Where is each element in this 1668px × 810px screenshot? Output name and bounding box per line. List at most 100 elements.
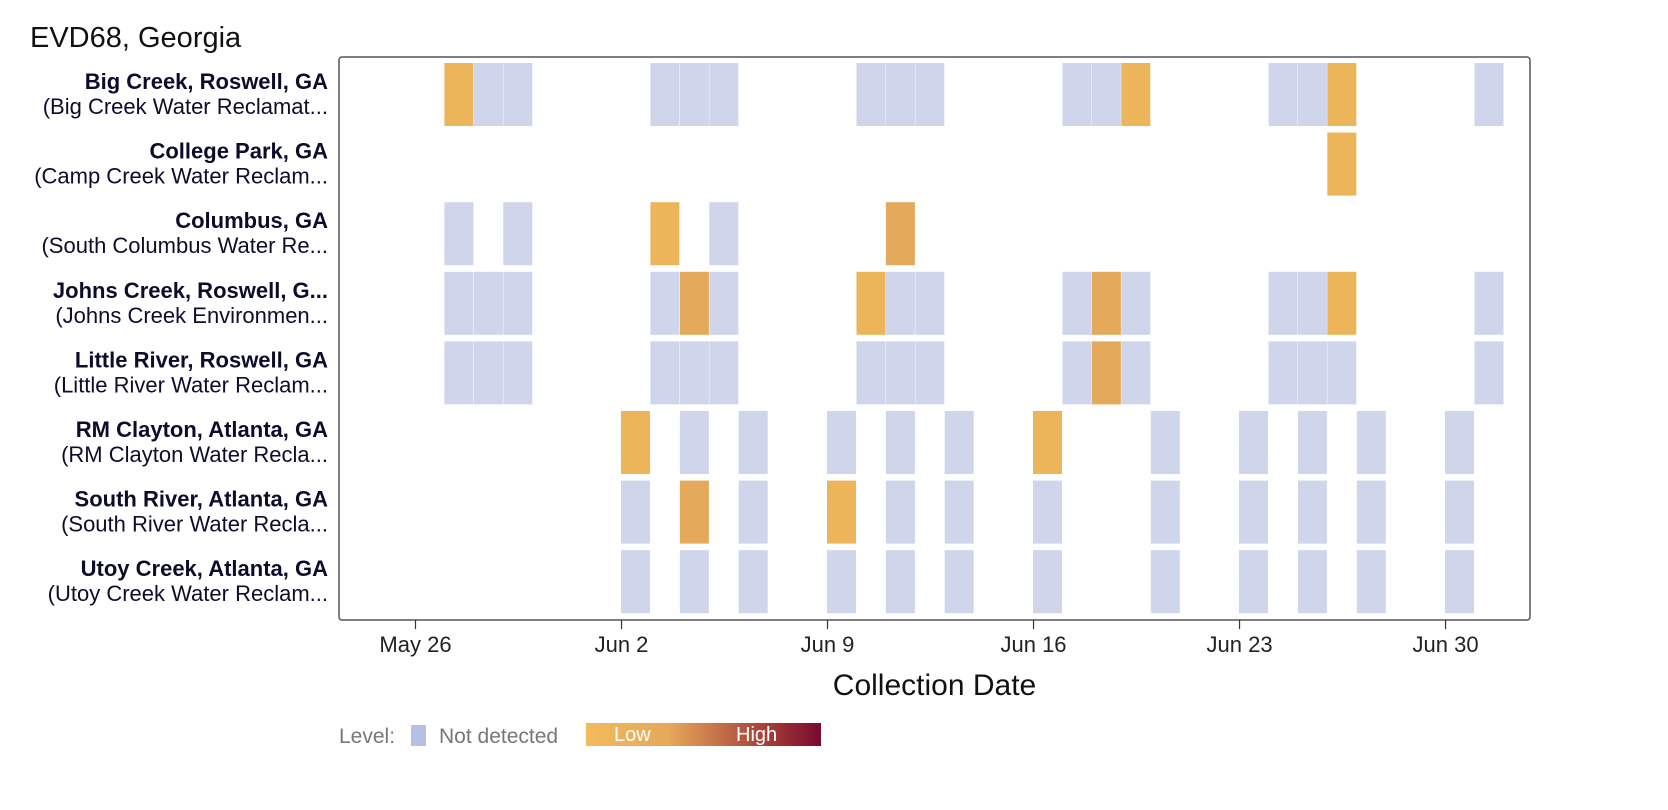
- cell-not-detected[interactable]: [1474, 341, 1504, 405]
- cell-not-detected[interactable]: [1121, 341, 1151, 405]
- legend-not-detected-swatch: [411, 725, 426, 746]
- cell-not-detected[interactable]: [1033, 550, 1062, 614]
- row-label-site: College Park, GA: [149, 139, 328, 164]
- cell-detected[interactable]: [1033, 411, 1062, 474]
- cell-not-detected[interactable]: [709, 63, 739, 126]
- cell-detected[interactable]: [679, 480, 709, 544]
- cell-not-detected[interactable]: [738, 411, 768, 474]
- cell-not-detected[interactable]: [621, 480, 650, 544]
- cell-not-detected[interactable]: [885, 550, 915, 614]
- cell-not-detected[interactable]: [503, 271, 533, 335]
- cell-not-detected[interactable]: [621, 550, 650, 614]
- cell-detected[interactable]: [1327, 271, 1357, 335]
- cell-not-detected[interactable]: [1239, 480, 1268, 544]
- cell-not-detected[interactable]: [1445, 480, 1474, 544]
- cell-detected[interactable]: [885, 202, 915, 266]
- cell-not-detected[interactable]: [944, 480, 974, 544]
- cell-detected[interactable]: [1327, 132, 1357, 196]
- cell-not-detected[interactable]: [1150, 480, 1180, 544]
- cell-not-detected[interactable]: [915, 63, 945, 126]
- cell-detected[interactable]: [444, 63, 474, 126]
- cell-not-detected[interactable]: [1297, 271, 1327, 335]
- cell-not-detected[interactable]: [679, 341, 709, 405]
- cell-not-detected[interactable]: [1356, 550, 1386, 614]
- cell-not-detected[interactable]: [503, 341, 533, 405]
- cell-not-detected[interactable]: [915, 341, 945, 405]
- cell-detected[interactable]: [856, 271, 886, 335]
- cell-not-detected[interactable]: [827, 550, 856, 614]
- cell-not-detected[interactable]: [1150, 411, 1180, 474]
- cell-not-detected[interactable]: [709, 202, 739, 266]
- cell-not-detected[interactable]: [1062, 271, 1092, 335]
- cell-not-detected[interactable]: [856, 341, 886, 405]
- cell-not-detected[interactable]: [1239, 411, 1268, 474]
- cell-not-detected[interactable]: [944, 411, 974, 474]
- cell-detected[interactable]: [827, 480, 856, 544]
- cell-detected[interactable]: [679, 271, 709, 335]
- row-label-site: South River, Atlanta, GA: [75, 487, 329, 512]
- cell-not-detected[interactable]: [1474, 271, 1504, 335]
- cell-not-detected[interactable]: [473, 63, 503, 126]
- cell-not-detected[interactable]: [473, 341, 503, 405]
- cell-not-detected[interactable]: [1356, 411, 1386, 474]
- cell-not-detected[interactable]: [1121, 271, 1151, 335]
- row-label-site: Big Creek, Roswell, GA: [85, 69, 328, 94]
- cell-not-detected[interactable]: [738, 550, 768, 614]
- cell-not-detected[interactable]: [679, 63, 709, 126]
- cell-not-detected[interactable]: [885, 480, 915, 544]
- cell-not-detected[interactable]: [1356, 480, 1386, 544]
- row-label-plant: (South River Water Recla...: [61, 512, 328, 537]
- cell-detected[interactable]: [621, 411, 650, 474]
- cell-not-detected[interactable]: [1268, 341, 1298, 405]
- row-label-plant: (Little River Water Reclam...: [54, 372, 328, 397]
- cell-not-detected[interactable]: [473, 271, 503, 335]
- cell-not-detected[interactable]: [709, 271, 739, 335]
- cell-not-detected[interactable]: [1297, 63, 1327, 126]
- cell-not-detected[interactable]: [650, 341, 680, 405]
- cell-not-detected[interactable]: [444, 202, 474, 266]
- cell-not-detected[interactable]: [915, 271, 945, 335]
- cell-not-detected[interactable]: [650, 63, 680, 126]
- cell-not-detected[interactable]: [1297, 550, 1327, 614]
- cell-detected[interactable]: [650, 202, 680, 266]
- legend-low-label: Low: [614, 724, 651, 746]
- cell-detected[interactable]: [1121, 63, 1151, 126]
- cell-detected[interactable]: [1091, 341, 1121, 405]
- cell-not-detected[interactable]: [1150, 550, 1180, 614]
- cell-not-detected[interactable]: [1239, 550, 1268, 614]
- cell-not-detected[interactable]: [1474, 63, 1504, 126]
- cell-not-detected[interactable]: [444, 271, 474, 335]
- cell-not-detected[interactable]: [1091, 63, 1121, 126]
- cell-not-detected[interactable]: [503, 202, 533, 266]
- cell-not-detected[interactable]: [1033, 480, 1062, 544]
- cell-not-detected[interactable]: [885, 271, 915, 335]
- cell-not-detected[interactable]: [885, 341, 915, 405]
- cell-not-detected[interactable]: [1062, 341, 1092, 405]
- cell-not-detected[interactable]: [1062, 63, 1092, 126]
- cell-not-detected[interactable]: [885, 411, 915, 474]
- cell-not-detected[interactable]: [944, 550, 974, 614]
- cell-not-detected[interactable]: [1445, 411, 1474, 474]
- cell-not-detected[interactable]: [1297, 411, 1327, 474]
- cell-not-detected[interactable]: [827, 411, 856, 474]
- cell-not-detected[interactable]: [738, 480, 768, 544]
- cell-not-detected[interactable]: [503, 63, 533, 126]
- cell-not-detected[interactable]: [1268, 271, 1298, 335]
- cell-not-detected[interactable]: [650, 271, 680, 335]
- cell-not-detected[interactable]: [679, 550, 709, 614]
- cell-not-detected[interactable]: [1297, 480, 1327, 544]
- cell-not-detected[interactable]: [1327, 341, 1357, 405]
- cell-detected[interactable]: [1327, 63, 1357, 126]
- legend-gradient-bar: [586, 723, 821, 746]
- cell-detected[interactable]: [1091, 271, 1121, 335]
- cell-not-detected[interactable]: [885, 63, 915, 126]
- cell-not-detected[interactable]: [679, 411, 709, 474]
- cell-not-detected[interactable]: [1445, 550, 1474, 614]
- cell-not-detected[interactable]: [709, 341, 739, 405]
- cell-not-detected[interactable]: [1268, 63, 1298, 126]
- cell-not-detected[interactable]: [856, 63, 886, 126]
- cell-not-detected[interactable]: [1297, 341, 1327, 405]
- cell-not-detected[interactable]: [444, 341, 474, 405]
- plot-frame: [338, 56, 1531, 621]
